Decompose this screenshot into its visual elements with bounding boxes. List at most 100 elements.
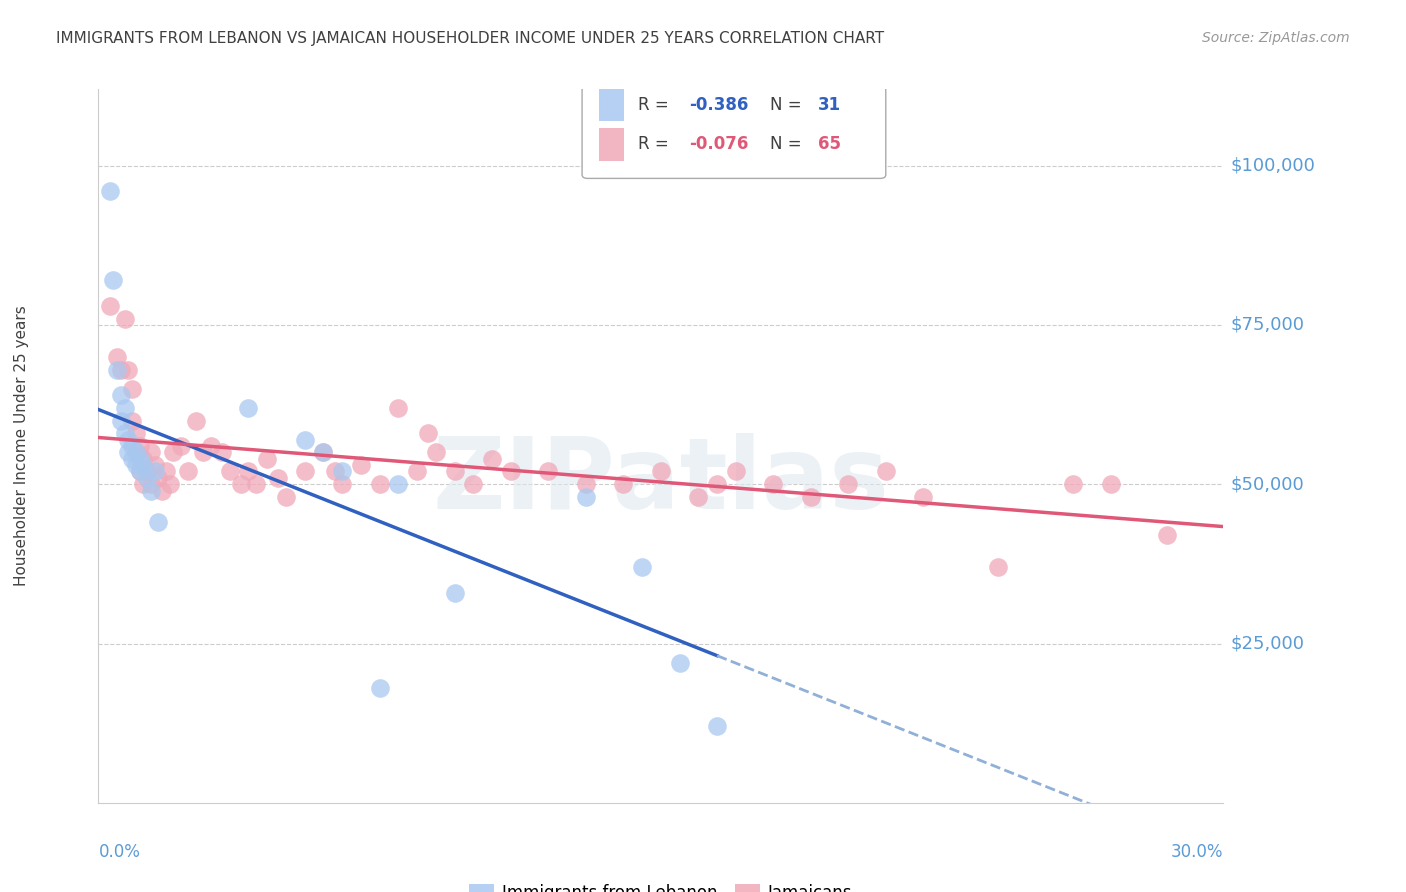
Point (706, 719, 728, 733)
Text: ZIPatlas: ZIPatlas (433, 434, 889, 530)
Point (132, 477, 155, 491)
Point (323, 465, 346, 479)
Point (229, 477, 252, 491)
Point (762, 477, 785, 491)
Point (800, 490, 823, 504)
Point (139, 477, 162, 491)
Point (274, 490, 297, 504)
Point (121, 413, 143, 427)
Point (103, 273, 125, 287)
Point (218, 465, 240, 479)
Text: N =: N = (770, 96, 807, 114)
Point (650, 465, 672, 479)
Point (121, 451, 143, 466)
Point (143, 458, 166, 472)
Text: R =: R = (638, 136, 675, 153)
Point (117, 433, 139, 447)
Point (612, 477, 634, 491)
Point (105, 350, 128, 364)
Point (155, 465, 177, 479)
Point (114, 401, 136, 415)
Point (387, 401, 409, 415)
Point (267, 471, 290, 485)
Point (98, 299, 121, 313)
Text: N =: N = (770, 136, 807, 153)
Point (499, 465, 522, 479)
Point (128, 465, 150, 479)
Point (125, 445, 148, 459)
Legend: Immigrants from Lebanon, Jamaicans: Immigrants from Lebanon, Jamaicans (463, 877, 859, 892)
Point (117, 362, 139, 376)
Point (200, 439, 222, 453)
Point (98, 184, 121, 198)
Point (912, 490, 935, 504)
Point (387, 477, 409, 491)
Point (211, 445, 233, 459)
Point (706, 477, 728, 491)
Point (1062, 477, 1084, 491)
Bar (599, 89, 624, 121)
Point (875, 465, 897, 479)
Text: IMMIGRANTS FROM LEBANON VS JAMAICAN HOUSEHOLDER INCOME UNDER 25 YEARS CORRELATIO: IMMIGRANTS FROM LEBANON VS JAMAICAN HOUS… (56, 31, 884, 46)
Point (105, 362, 128, 376)
Point (294, 433, 316, 447)
Point (575, 490, 598, 504)
Point (463, 477, 485, 491)
Point (837, 477, 859, 491)
Point (245, 477, 267, 491)
Point (418, 426, 440, 441)
Point (143, 465, 166, 479)
Point (148, 471, 170, 485)
Text: 31: 31 (818, 96, 841, 114)
Text: R =: R = (638, 96, 675, 114)
Text: $50,000: $50,000 (1230, 475, 1303, 493)
Point (177, 465, 200, 479)
Point (110, 362, 132, 376)
Point (110, 413, 132, 427)
Point (159, 477, 181, 491)
Point (193, 445, 215, 459)
Point (148, 516, 170, 530)
Point (125, 445, 148, 459)
Point (139, 483, 162, 498)
Point (256, 451, 278, 466)
Point (128, 451, 150, 466)
Text: $100,000: $100,000 (1230, 157, 1315, 175)
Point (114, 311, 136, 326)
Point (330, 465, 353, 479)
Text: $25,000: $25,000 (1230, 634, 1305, 653)
Point (688, 490, 710, 504)
Point (668, 656, 690, 670)
Point (136, 471, 159, 485)
Point (121, 439, 143, 453)
Point (575, 477, 598, 491)
Text: 0.0%: 0.0% (98, 843, 141, 861)
Point (136, 465, 159, 479)
Point (132, 451, 155, 466)
Point (162, 445, 184, 459)
Text: 65: 65 (818, 136, 841, 153)
Point (294, 465, 316, 479)
Point (128, 465, 150, 479)
Point (121, 382, 143, 396)
Point (443, 465, 465, 479)
Point (150, 483, 173, 498)
Text: Source: ZipAtlas.com: Source: ZipAtlas.com (1202, 31, 1350, 45)
Point (312, 445, 335, 459)
Point (238, 465, 260, 479)
Point (312, 445, 335, 459)
Point (125, 426, 148, 441)
Text: 30.0%: 30.0% (1171, 843, 1223, 861)
Point (368, 477, 391, 491)
Point (443, 585, 465, 599)
Point (110, 388, 132, 402)
Text: -0.076: -0.076 (689, 136, 748, 153)
Point (368, 681, 391, 695)
Bar (599, 128, 624, 161)
Point (330, 477, 353, 491)
Point (1099, 477, 1122, 491)
Text: -0.386: -0.386 (689, 96, 748, 114)
Point (132, 458, 155, 472)
Point (114, 426, 136, 441)
Point (724, 465, 747, 479)
